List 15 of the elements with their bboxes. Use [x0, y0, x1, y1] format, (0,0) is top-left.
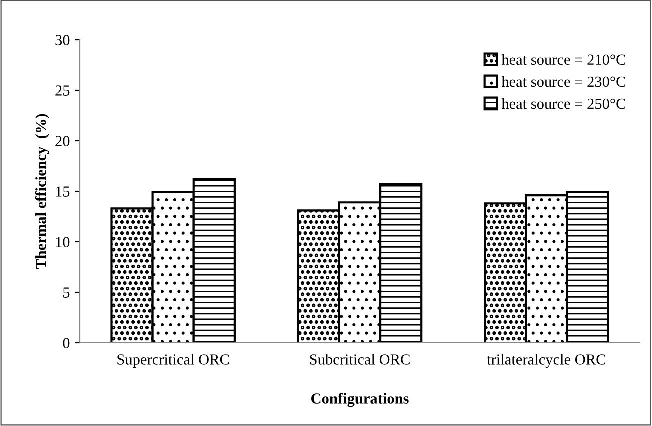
legend-label: heat source = 230°C [502, 76, 626, 88]
y-tick-label: 0 [63, 338, 70, 348]
legend-label: heat source = 210°C [502, 54, 626, 66]
x-tick-label: Supercritical ORC [118, 354, 230, 368]
y-tick-label: 20 [56, 136, 70, 146]
x-tick-label: trilateralcycle ORC [487, 354, 606, 368]
y-axis-title: Thermal efficiency (%) [35, 114, 50, 270]
x-axis-title: Configurations [312, 393, 409, 408]
legend-label: heat source = 250°C [502, 98, 626, 110]
x-tick-label: Subcritical ORC [310, 354, 410, 365]
y-tick-label: 15 [56, 186, 70, 197]
y-tick-label: 30 [56, 35, 70, 46]
y-tick-label: 10 [56, 237, 70, 248]
y-tick-label: 25 [56, 86, 70, 96]
y-tick-label: 5 [64, 288, 70, 298]
